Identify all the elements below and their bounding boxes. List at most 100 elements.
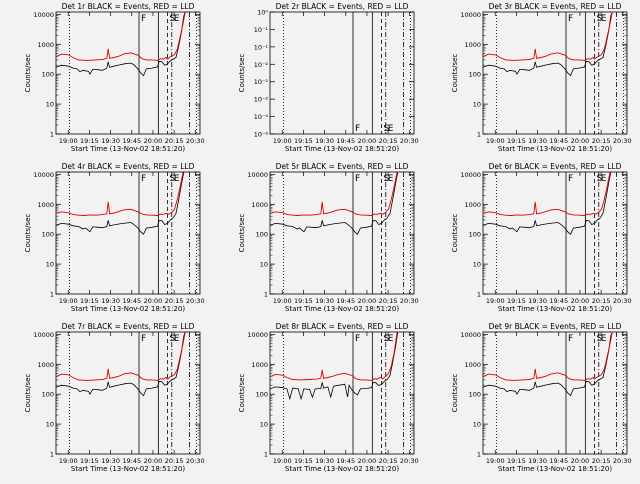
y-tick-label: 10000 xyxy=(247,171,268,179)
x-tick-label: 20:00 xyxy=(571,137,590,145)
x-tick-label: 19:15 xyxy=(80,297,99,305)
y-tick-label: 1 xyxy=(477,291,481,299)
y-axis-label: Counts/sec xyxy=(24,374,32,413)
y-tick-label: 10000 xyxy=(33,171,54,179)
event-flag: E xyxy=(174,14,180,24)
x-tick-label: 19:30 xyxy=(528,137,547,145)
x-tick-label: 19:00 xyxy=(486,137,505,145)
panel-title: Det 4r BLACK = Events, RED = LLD xyxy=(62,162,195,171)
x-tick-label: 19:45 xyxy=(336,457,355,465)
x-tick-label: 19:30 xyxy=(101,457,120,465)
series-lld xyxy=(56,172,184,216)
x-tick-label: 20:15 xyxy=(165,137,184,145)
x-tick-label: 19:15 xyxy=(80,457,99,465)
x-tick-label: 20:00 xyxy=(571,457,590,465)
y-tick-label: 10⁻⁶ xyxy=(254,131,269,139)
event-flag: S xyxy=(170,174,176,184)
plot-frame xyxy=(482,331,628,455)
plot-frame xyxy=(269,11,415,135)
event-flag: F xyxy=(141,174,146,184)
x-tick-label: 20:15 xyxy=(592,457,611,465)
x-tick-label: 19:45 xyxy=(122,297,141,305)
x-tick-label: 20:30 xyxy=(613,297,632,305)
x-tick-label: 20:30 xyxy=(613,137,632,145)
x-tick-label: 20:00 xyxy=(358,137,377,145)
x-axis-label: Start Time (13-Nov-02 18:51:20) xyxy=(498,305,612,313)
y-tick-label: 1000 xyxy=(37,361,54,369)
x-tick-label: 19:15 xyxy=(507,457,526,465)
y-tick-label: 100 xyxy=(42,71,54,79)
y-tick-label: 100 xyxy=(469,71,481,79)
x-axis-label: Start Time (13-Nov-02 18:51:20) xyxy=(71,305,185,313)
plot-frame xyxy=(482,171,628,295)
x-tick-label: 19:15 xyxy=(294,297,313,305)
y-tick-label: 10 xyxy=(260,421,268,429)
y-axis-label: Counts/sec xyxy=(238,54,246,93)
event-flag: F xyxy=(141,14,146,24)
y-tick-label: 1 xyxy=(264,451,268,459)
series-events xyxy=(56,172,185,235)
event-flag: S xyxy=(597,174,603,184)
event-flag: S xyxy=(384,174,390,184)
event-flag: S xyxy=(170,334,176,344)
event-flag: F xyxy=(355,124,360,134)
y-tick-label: 1 xyxy=(477,131,481,139)
x-tick-label: 20:30 xyxy=(400,137,419,145)
panel-title: Det 8r BLACK = Events, RED = LLD xyxy=(276,322,409,331)
x-tick-label: 19:30 xyxy=(101,137,120,145)
panel-title: Det 9r BLACK = Events, RED = LLD xyxy=(489,322,622,331)
event-flag: F xyxy=(568,174,573,184)
x-tick-label: 19:30 xyxy=(315,297,334,305)
y-tick-label: 1000 xyxy=(37,41,54,49)
y-tick-label: 100 xyxy=(256,231,268,239)
x-axis-label: Start Time (13-Nov-02 18:51:20) xyxy=(498,465,612,473)
event-flag: E xyxy=(388,174,394,184)
event-flag: S xyxy=(384,124,390,134)
x-axis-label: Start Time (13-Nov-02 18:51:20) xyxy=(71,145,185,153)
series-events xyxy=(56,332,186,397)
x-tick-label: 20:00 xyxy=(144,137,163,145)
y-tick-label: 1000 xyxy=(464,41,481,49)
x-tick-label: 19:30 xyxy=(528,457,547,465)
x-tick-label: 19:45 xyxy=(336,297,355,305)
y-axis-label: Counts/sec xyxy=(451,54,459,93)
y-tick-label: 100 xyxy=(469,391,481,399)
y-tick-label: 10000 xyxy=(247,331,268,339)
series-lld xyxy=(56,12,186,61)
series-events xyxy=(56,12,186,77)
x-tick-label: 20:15 xyxy=(592,137,611,145)
x-axis-label: Start Time (13-Nov-02 18:51:20) xyxy=(285,305,399,313)
y-tick-label: 10⁻² xyxy=(254,78,269,86)
x-axis-label: Start Time (13-Nov-02 18:51:20) xyxy=(71,465,185,473)
y-tick-label: 10 xyxy=(473,261,481,269)
y-tick-label: 10 xyxy=(473,421,481,429)
series-events xyxy=(270,332,399,401)
y-axis-label: Counts/sec xyxy=(24,214,32,253)
y-tick-label: 1 xyxy=(264,291,268,299)
event-flag: E xyxy=(601,174,607,184)
x-axis-label: Start Time (13-Nov-02 18:51:20) xyxy=(285,465,399,473)
event-flag: F xyxy=(355,334,360,344)
x-tick-label: 19:45 xyxy=(549,137,568,145)
plot-frame xyxy=(55,171,201,295)
y-tick-label: 100 xyxy=(469,231,481,239)
x-tick-label: 19:15 xyxy=(507,297,526,305)
plot-frame xyxy=(55,331,201,455)
x-tick-label: 19:45 xyxy=(549,297,568,305)
x-tick-label: 20:00 xyxy=(571,297,590,305)
x-tick-label: 20:15 xyxy=(379,297,398,305)
y-tick-label: 10⁻² xyxy=(254,61,269,69)
plot-frame xyxy=(269,171,415,295)
series-lld xyxy=(483,172,611,216)
x-tick-label: 19:45 xyxy=(549,457,568,465)
y-tick-label: 10⁻¹ xyxy=(254,43,269,51)
plot-frame xyxy=(55,11,201,135)
event-flag: F xyxy=(141,334,146,344)
y-tick-label: 1 xyxy=(50,291,54,299)
series-lld xyxy=(483,12,613,61)
